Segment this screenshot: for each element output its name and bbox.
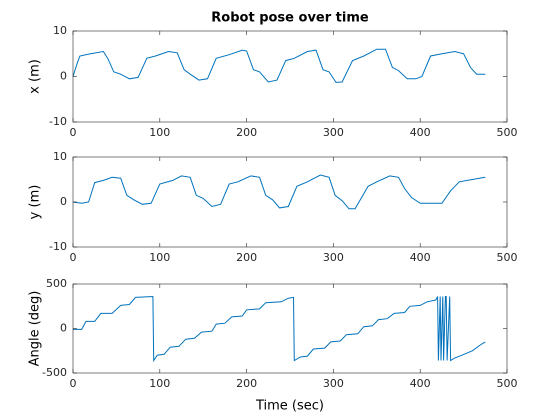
x-tick-label: 100 — [149, 126, 170, 139]
y-axis-label: y (m) — [28, 185, 43, 220]
x-tick-label: 100 — [149, 377, 170, 390]
x-tick-label: 500 — [497, 126, 518, 139]
y-tick-label: -10 — [49, 115, 67, 128]
x-tick-label: 500 — [497, 377, 518, 390]
data-line — [72, 174, 486, 210]
x-tick-label: 0 — [70, 251, 77, 264]
x-tick-label: 0 — [70, 377, 77, 390]
y-tick-label: 0 — [60, 322, 67, 335]
x-tick-label: 400 — [410, 377, 431, 390]
x-tick-label: 300 — [323, 251, 344, 264]
x-tick-label: 500 — [497, 251, 518, 264]
x-tick-label: 400 — [410, 251, 431, 264]
x-tick-label: 200 — [236, 377, 257, 390]
x-tick-label: 100 — [149, 251, 170, 264]
x-axis-label: Time (sec) — [255, 399, 324, 414]
x-tick-label: 400 — [410, 126, 431, 139]
data-line — [72, 48, 486, 83]
y-axis-label: x (m) — [28, 59, 43, 94]
x-tick-label: 200 — [236, 251, 257, 264]
plot-area — [73, 284, 507, 373]
y-tick-label: -500 — [42, 366, 67, 379]
x-tick-label: 200 — [236, 126, 257, 139]
chart-title: Robot pose over time — [211, 11, 369, 26]
y-tick-label: -10 — [49, 240, 67, 253]
y-tick-label: 500 — [46, 277, 67, 290]
y-tick-label: 10 — [53, 150, 67, 163]
y-axis-label: Angle (deg) — [28, 291, 43, 367]
y-tick-label: 0 — [60, 195, 67, 208]
x-tick-label: 300 — [323, 377, 344, 390]
data-line — [73, 295, 486, 363]
plot-area — [73, 31, 507, 122]
x-tick-label: 300 — [323, 126, 344, 139]
y-tick-label: 0 — [60, 70, 67, 83]
y-tick-label: 10 — [53, 24, 67, 37]
x-tick-label: 0 — [70, 126, 77, 139]
